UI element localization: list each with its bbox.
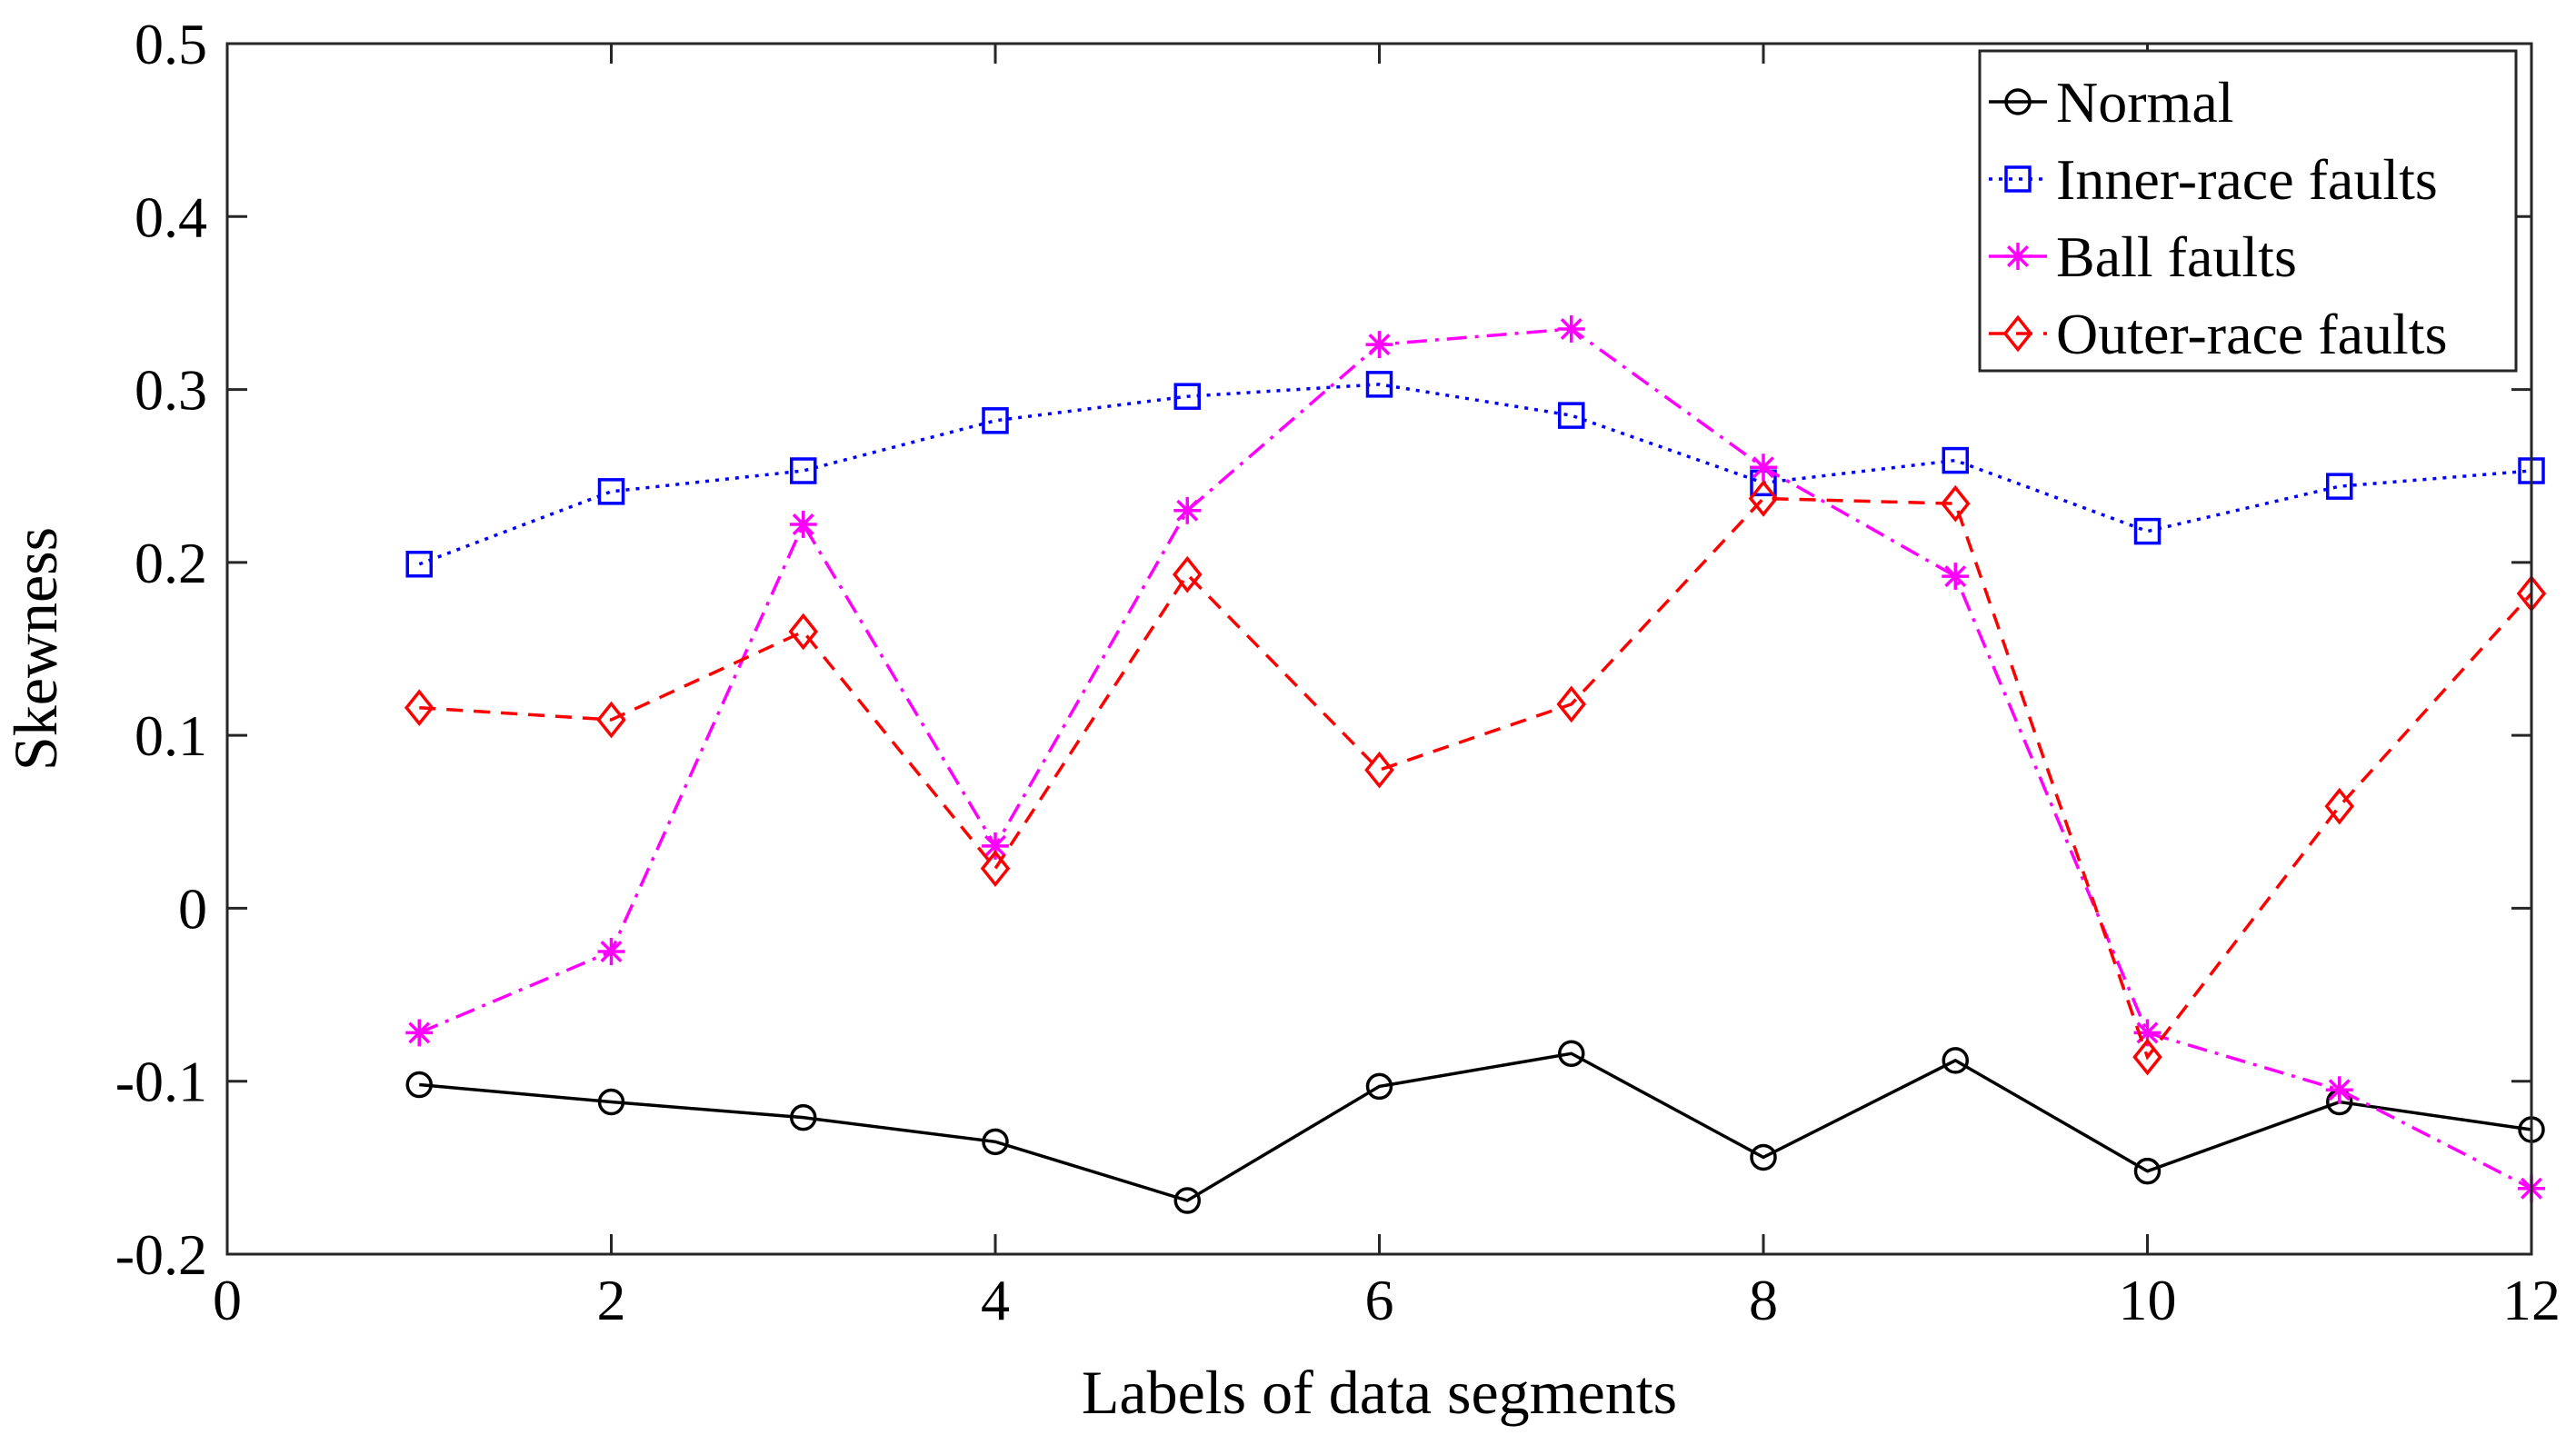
x-tick-label: 2 (597, 1268, 626, 1332)
data-point (597, 1088, 625, 1116)
data-point (1365, 1072, 1393, 1101)
legend-item: Normal (1989, 70, 2234, 135)
data-point (1748, 480, 1779, 517)
data-point (1365, 371, 1393, 398)
legend-item: Outer-race faults (1989, 302, 2447, 366)
x-axis-title: Labels of data segments (1082, 1358, 1677, 1427)
data-point (2326, 473, 2353, 500)
data-point (405, 1019, 434, 1047)
data-point (789, 511, 817, 538)
data-point (1750, 1143, 1777, 1171)
data-point (982, 1128, 1009, 1156)
ticks-layer: 0 2 4 6 8 10 12 -0.2 -0.1 0 0.1 0.2 0.3 0.4 0.5 (115, 12, 2561, 1332)
y-tick-label: -0.1 (115, 1050, 207, 1114)
data-point (1172, 555, 1203, 593)
data-point (2133, 517, 2162, 545)
data-point (596, 701, 626, 739)
legend-item: Ball faults (1989, 224, 2297, 289)
y-tick-label: 0.2 (135, 531, 207, 595)
x-tick-label: 6 (1365, 1268, 1394, 1332)
series-line (418, 383, 2532, 566)
y-tick-label: 0.4 (135, 184, 207, 249)
data-point (1558, 1040, 1585, 1068)
y-tick-label: -0.2 (115, 1222, 207, 1287)
data-point (1173, 383, 1201, 410)
series-outer-race-faults (404, 480, 2547, 1076)
data-point (1750, 453, 1777, 482)
y-axis-title: Skewness (1, 527, 70, 771)
data-point (405, 1071, 433, 1099)
data-point (788, 613, 819, 651)
asterisk-stroke (600, 940, 623, 963)
data-point (1173, 496, 1202, 524)
legend-label: Outer-race faults (2056, 302, 2447, 366)
legend-marker (2004, 243, 2032, 270)
data-point (405, 551, 433, 578)
legend-item: Inner-race faults (1989, 147, 2438, 212)
series-inner-race-faults (405, 371, 2545, 578)
data-point (1558, 402, 1585, 429)
legend: Normal Inner-race faults Ball faults Outer-… (1978, 49, 2518, 373)
y-tick-label: 0.3 (135, 358, 207, 423)
asterisk-stroke (1944, 565, 1967, 588)
data-point (980, 850, 1011, 888)
asterisk-stroke (1560, 317, 1583, 340)
data-point (2132, 1038, 2162, 1076)
x-tick-label: 0 (213, 1268, 242, 1332)
series-line (418, 327, 2532, 1191)
x-tick-label: 8 (1749, 1268, 1778, 1332)
legend-box (1978, 49, 2518, 373)
data-point (2133, 1157, 2162, 1185)
y-tick-label: 0.1 (135, 703, 207, 768)
data-point (982, 407, 1009, 434)
series-layer (404, 315, 2547, 1214)
legend-label: Inner-race faults (2056, 147, 2438, 212)
asterisk-stroke (2006, 244, 2030, 268)
data-point (1557, 315, 1585, 343)
y-tick-label: 0.5 (135, 12, 207, 76)
data-point (1942, 563, 1970, 591)
data-point (1173, 1187, 1201, 1214)
data-point (1942, 1047, 1969, 1074)
data-point (790, 457, 817, 484)
legend-label: Normal (2056, 70, 2234, 135)
legend-label: Ball faults (2056, 224, 2297, 289)
data-point (1365, 331, 1393, 359)
legend-marker (2004, 88, 2032, 115)
data-point (2324, 787, 2355, 825)
data-point (1556, 685, 1587, 723)
asterisk-stroke (1752, 456, 1775, 479)
asterisk-stroke (1368, 334, 1391, 356)
legend-marker (2002, 314, 2033, 353)
data-point (2325, 1076, 2353, 1104)
data-point (1940, 484, 1971, 523)
data-point (404, 689, 434, 727)
asterisk-stroke (983, 834, 1007, 857)
data-point (597, 938, 625, 965)
x-tick-label: 4 (981, 1268, 1010, 1332)
asterisk-stroke (792, 513, 814, 535)
y-tick-label: 0 (178, 876, 207, 941)
asterisk-stroke (2328, 1079, 2351, 1101)
series-line (419, 496, 2533, 1061)
series-normal (405, 1040, 2545, 1214)
data-point (982, 832, 1009, 860)
legend-marker (2004, 165, 2032, 193)
data-point (597, 478, 625, 505)
asterisk-stroke (1176, 499, 1199, 522)
data-point (790, 1103, 817, 1131)
data-point (1942, 446, 1969, 474)
series-line (419, 1051, 2532, 1202)
x-tick-label: 10 (2119, 1268, 2177, 1332)
x-tick-label: 12 (2502, 1268, 2561, 1332)
asterisk-stroke (408, 1021, 431, 1044)
data-point (1364, 751, 1394, 789)
